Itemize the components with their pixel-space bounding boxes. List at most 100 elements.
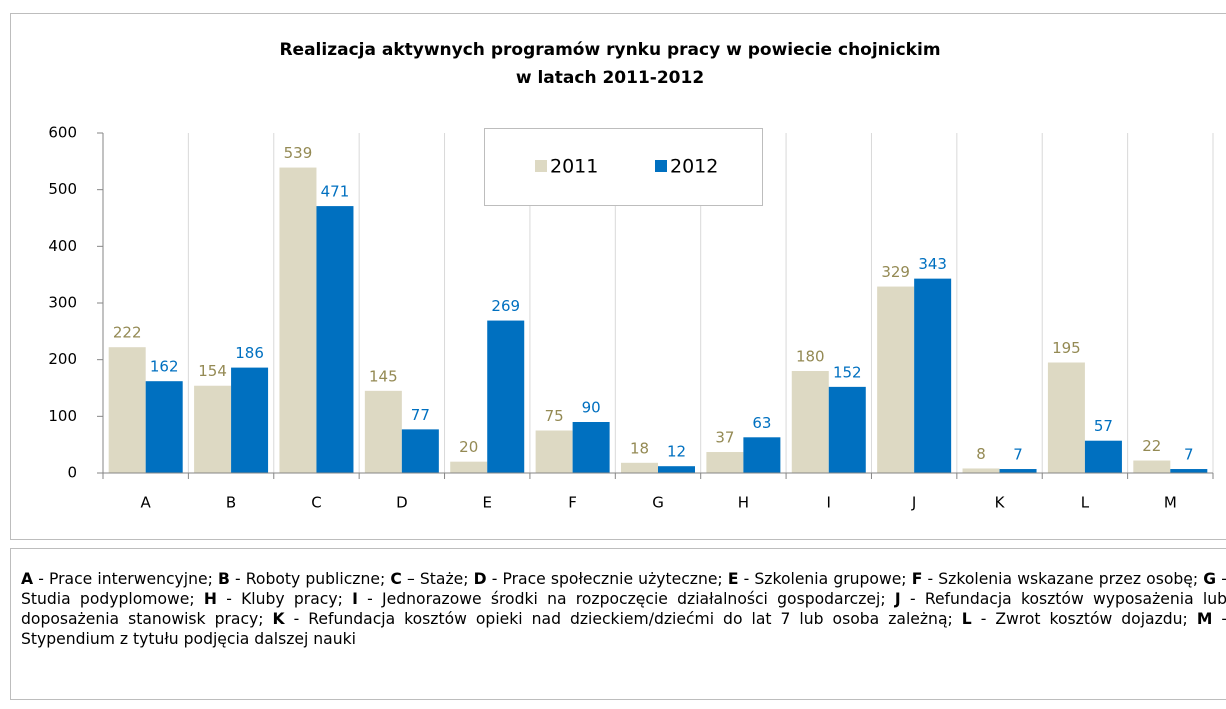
value-label: 90 xyxy=(582,399,601,417)
note-key: L xyxy=(961,610,972,628)
bar xyxy=(791,371,829,473)
note-text: - Stypendium z tytułu podjęcia dalszej n… xyxy=(21,610,1226,648)
x-tick-label: D xyxy=(396,494,408,512)
value-label: 152 xyxy=(833,363,862,381)
x-tick-label: G xyxy=(652,494,664,512)
x-tick-label: K xyxy=(995,494,1006,512)
bar xyxy=(828,386,866,473)
bar xyxy=(914,278,952,473)
note-text: - Roboty publiczne; xyxy=(235,570,386,588)
bar xyxy=(658,466,695,473)
note-key: C xyxy=(390,570,402,588)
note-text: - Zwrot kosztów dojazdu; xyxy=(980,610,1188,628)
value-label: 63 xyxy=(752,414,771,432)
bar xyxy=(999,469,1037,473)
x-tick-label: J xyxy=(911,494,916,512)
x-tick-label: F xyxy=(568,494,577,512)
note-key: G xyxy=(1203,570,1217,588)
bar xyxy=(1170,469,1208,473)
value-label: 57 xyxy=(1094,417,1113,435)
bar xyxy=(364,390,402,473)
value-label: 77 xyxy=(411,406,430,424)
value-label: 7 xyxy=(1184,446,1194,464)
note-key: H xyxy=(203,590,217,608)
x-tick-label: L xyxy=(1081,494,1090,512)
bar xyxy=(487,320,525,473)
value-label: 75 xyxy=(545,407,564,425)
chart-frame xyxy=(10,13,1226,540)
bar xyxy=(316,206,354,473)
x-tick-label: I xyxy=(827,494,831,512)
chart-title: Realizacja aktywnych programów rynku pra… xyxy=(279,40,940,60)
legend-label: 2012 xyxy=(670,156,718,178)
value-label: 18 xyxy=(630,439,649,457)
value-label: 20 xyxy=(459,438,478,456)
legend-swatch xyxy=(655,160,667,172)
bar xyxy=(108,347,146,473)
note-key: M xyxy=(1196,610,1213,628)
note-key: I xyxy=(352,590,358,608)
bar xyxy=(877,286,915,473)
bar xyxy=(706,452,744,473)
note-key: A xyxy=(21,570,34,588)
bar xyxy=(572,422,610,473)
y-tick-label: 200 xyxy=(48,350,77,368)
bar xyxy=(743,437,781,473)
y-tick-label: 600 xyxy=(48,124,77,142)
value-label: 343 xyxy=(918,255,947,273)
value-label: 186 xyxy=(235,344,264,362)
note-key: E xyxy=(727,570,739,588)
x-tick-label: B xyxy=(226,494,236,512)
y-tick-label: 500 xyxy=(48,180,77,198)
value-label: 269 xyxy=(491,297,520,315)
note-text: - Szkolenia grupowe; xyxy=(743,570,907,588)
note-key: J xyxy=(894,590,901,608)
value-label: 222 xyxy=(113,324,142,342)
bar xyxy=(231,367,269,473)
value-label: 180 xyxy=(796,348,825,366)
note-text: - Studia podyplomowe; xyxy=(21,570,1226,608)
bar xyxy=(962,468,1000,473)
value-label: 162 xyxy=(150,358,179,376)
note-text: - Szkolenia wskazane przez osobę; xyxy=(927,570,1199,588)
x-tick-label: M xyxy=(1164,494,1177,512)
bar xyxy=(535,430,573,473)
note-text: - Refundacja kosztów wyposażenia lub dop… xyxy=(21,590,1226,628)
notes-box: A - Prace interwencyjne; B - Roboty publ… xyxy=(10,548,1226,700)
value-label: 471 xyxy=(321,183,350,201)
value-label: 7 xyxy=(1013,446,1023,464)
bar xyxy=(1133,460,1171,473)
value-label: 539 xyxy=(284,144,313,162)
value-label: 195 xyxy=(1052,339,1081,357)
bar xyxy=(279,167,317,474)
value-label: 329 xyxy=(881,263,910,281)
note-text: - Prace społecznie użyteczne; xyxy=(491,570,723,588)
bar xyxy=(1084,440,1122,473)
x-tick-label: H xyxy=(738,494,749,512)
note-text: - Jednorazowe środki na rozpoczęcie dzia… xyxy=(367,590,886,608)
note-text: - Kluby pracy; xyxy=(226,590,343,608)
legend-label: 2011 xyxy=(550,156,598,178)
value-label: 145 xyxy=(369,367,398,385)
notes-text: A - Prace interwencyjne; B - Roboty publ… xyxy=(21,569,1226,649)
bar xyxy=(401,429,439,473)
note-key: B xyxy=(217,570,230,588)
bar xyxy=(450,461,488,473)
y-tick-label: 100 xyxy=(48,407,77,425)
x-tick-label: C xyxy=(311,494,321,512)
value-label: 37 xyxy=(715,429,734,447)
bar xyxy=(1047,362,1085,473)
note-text: - Refundacja kosztów opieki nad dzieckie… xyxy=(293,610,953,628)
chart-title: w latach 2011-2012 xyxy=(516,68,704,88)
bar xyxy=(194,385,232,473)
y-tick-label: 400 xyxy=(48,237,77,255)
bar xyxy=(621,462,658,473)
bar xyxy=(145,381,183,473)
y-tick-label: 300 xyxy=(48,294,77,312)
x-tick-label: E xyxy=(482,494,491,512)
note-key: K xyxy=(272,610,285,628)
legend-swatch xyxy=(535,160,547,172)
note-key: F xyxy=(911,570,923,588)
chart: Realizacja aktywnych programów rynku pra… xyxy=(10,13,1226,540)
